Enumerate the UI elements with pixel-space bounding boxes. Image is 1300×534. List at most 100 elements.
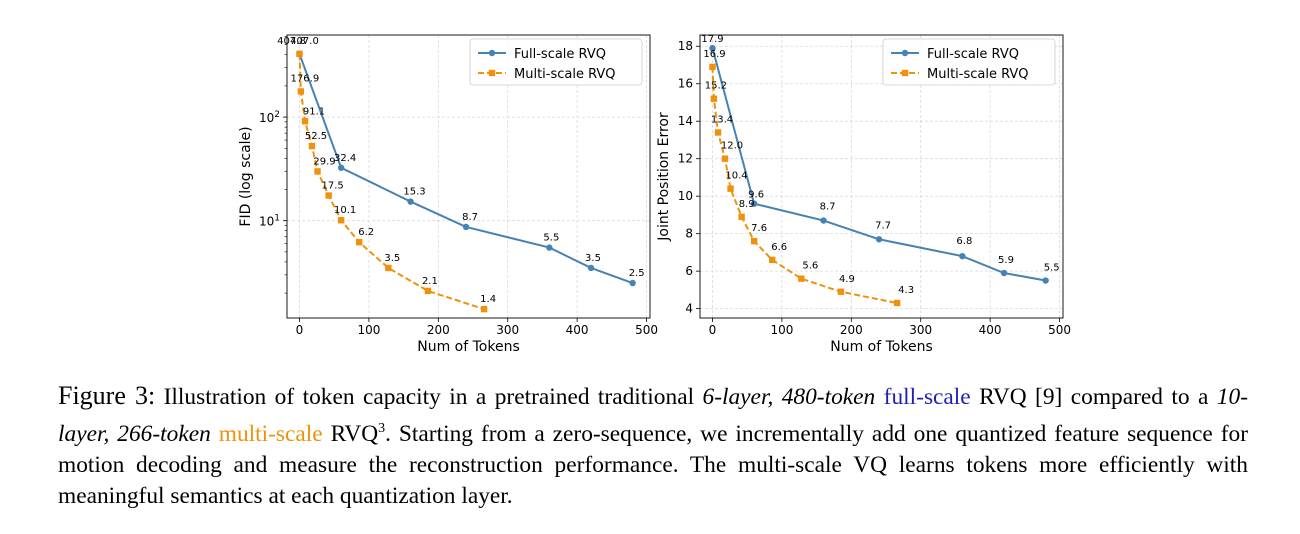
data-point-multi-scale xyxy=(837,288,845,295)
caption-text-1: Illustration of token capacity in a pret… xyxy=(155,384,703,410)
x-axis-label: Num of Tokens xyxy=(830,339,933,355)
x-tick-label: 100 xyxy=(770,323,793,337)
legend-box xyxy=(469,38,643,86)
data-label: 5.5 xyxy=(543,233,559,244)
x-tick-label: 500 xyxy=(635,323,658,337)
data-label: 12.0 xyxy=(721,141,743,152)
caption-label: Figure 3: xyxy=(58,381,156,410)
data-label: 8.7 xyxy=(820,202,836,213)
data-point-multi-scale xyxy=(738,213,745,220)
data-point-multi-scale xyxy=(308,142,316,150)
data-point-full-scale xyxy=(337,164,345,171)
legend-entry: Multi-scale RVQ xyxy=(927,67,1029,82)
x-tick-label: 0 xyxy=(709,323,717,337)
y-tick-label: 6 xyxy=(685,264,693,278)
caption-text-4: . Starting from a zero-sequence, we incr… xyxy=(58,420,1249,509)
data-point-multi-scale xyxy=(297,88,305,95)
data-point-full-scale xyxy=(959,252,966,260)
data-point-multi-scale xyxy=(710,95,718,102)
x-tick-label: 400 xyxy=(979,323,1002,337)
data-point-multi-scale xyxy=(337,217,345,224)
legend-entry: Multi-scale RVQ xyxy=(514,67,616,82)
legend-box xyxy=(882,38,1056,86)
y-tick-label: 10 xyxy=(678,189,693,203)
caption-italic-1: 6-layer, 480-token xyxy=(702,384,876,410)
data-label: 5.9 xyxy=(998,255,1014,266)
plot-frame xyxy=(699,34,1064,319)
data-label: 9.6 xyxy=(748,190,764,201)
y-tick-label: 101 xyxy=(259,214,280,229)
y-tick-label: 14 xyxy=(678,114,693,128)
x-tick-label: 400 xyxy=(566,323,589,337)
data-label: 3.5 xyxy=(585,253,601,264)
data-label: 10.4 xyxy=(725,171,747,182)
data-label: 10.1 xyxy=(334,205,356,216)
data-point-multi-scale xyxy=(893,299,901,307)
y-tick-label: 102 xyxy=(259,110,280,125)
y-tick-label: 18 xyxy=(678,39,693,53)
data-point-multi-scale xyxy=(325,192,332,199)
data-point-multi-scale xyxy=(296,50,303,58)
data-label: 29.9 xyxy=(313,156,335,167)
x-tick-label: 0 xyxy=(296,323,304,337)
data-label: 5.5 xyxy=(1044,263,1060,274)
data-point-multi-scale xyxy=(721,155,729,162)
data-label: 8.7 xyxy=(462,212,478,223)
data-label: 5.6 xyxy=(802,261,818,272)
data-point-multi-scale xyxy=(709,63,716,71)
plot-frame xyxy=(286,34,651,319)
data-point-full-scale xyxy=(1000,269,1008,277)
x-axis-label: Num of Tokens xyxy=(417,339,520,355)
data-label: 4.3 xyxy=(898,285,914,296)
y-tick-label: 4 xyxy=(685,302,693,316)
y-tick-label: 12 xyxy=(678,152,693,166)
data-label: 2.1 xyxy=(422,276,438,287)
data-label: 8.9 xyxy=(739,199,755,210)
legend-entry: Full-scale RVQ xyxy=(514,47,606,62)
data-label: 32.4 xyxy=(334,153,356,164)
caption-multi-scale: multi-scale xyxy=(218,420,323,447)
data-label: 17.9 xyxy=(701,34,723,45)
data-point-multi-scale xyxy=(424,287,432,295)
data-point-multi-scale xyxy=(314,168,321,175)
x-tick-label: 500 xyxy=(1048,323,1071,337)
y-tick-label: 8 xyxy=(685,227,693,241)
caption-italic-2: 10-layer, 266-token xyxy=(58,384,1248,447)
data-label: 13.4 xyxy=(711,114,733,125)
data-point-multi-scale xyxy=(385,264,392,272)
x-tick-label: 200 xyxy=(427,323,450,337)
data-label: 407.0 xyxy=(290,36,319,47)
data-point-full-scale xyxy=(750,200,758,207)
caption-text-3: RVQ xyxy=(322,420,379,447)
data-point-multi-scale xyxy=(727,185,734,192)
data-label: 6.8 xyxy=(956,236,972,247)
data-point-full-scale xyxy=(709,44,716,52)
fid-chart: 0 100 200 300 400 500 101 102 Num of Tokens FID (… xyxy=(238,34,658,355)
data-point-full-scale xyxy=(629,279,636,287)
x-tick-label: 100 xyxy=(357,323,380,337)
data-label: 176.9 xyxy=(291,73,320,84)
data-point-multi-scale xyxy=(798,275,805,282)
legend-marker-square xyxy=(488,69,496,77)
data-point-full-scale xyxy=(1042,277,1049,284)
data-point-full-scale xyxy=(546,244,553,251)
data-label: 7.6 xyxy=(751,223,767,234)
figure-caption: Figure 3: Illustration of token capacity… xyxy=(58,380,1248,512)
caption-full-scale: full-scale xyxy=(883,384,971,410)
data-label: 91.1 xyxy=(303,106,325,117)
data-label: 15.2 xyxy=(705,81,727,92)
data-label: 4.9 xyxy=(839,274,855,285)
data-point-multi-scale xyxy=(355,238,363,246)
x-tick-label: 300 xyxy=(496,323,519,337)
data-point-full-scale xyxy=(875,236,883,243)
y-axis-label: FID (log scale) xyxy=(238,126,254,226)
joint-error-chart: 0 100 200 300 400 500 4 6 8 10 12 14 16 18 Num of Toke… xyxy=(656,34,1071,355)
data-label: 52.5 xyxy=(305,131,327,142)
x-tick-label: 300 xyxy=(909,323,932,337)
legend-marker-square xyxy=(901,69,909,77)
data-point-full-scale xyxy=(462,223,470,231)
legend-entry: Full-scale RVQ xyxy=(927,47,1019,62)
data-label: 17.5 xyxy=(322,181,344,192)
caption-text-2: RVQ [9] compared to a xyxy=(970,384,1217,410)
